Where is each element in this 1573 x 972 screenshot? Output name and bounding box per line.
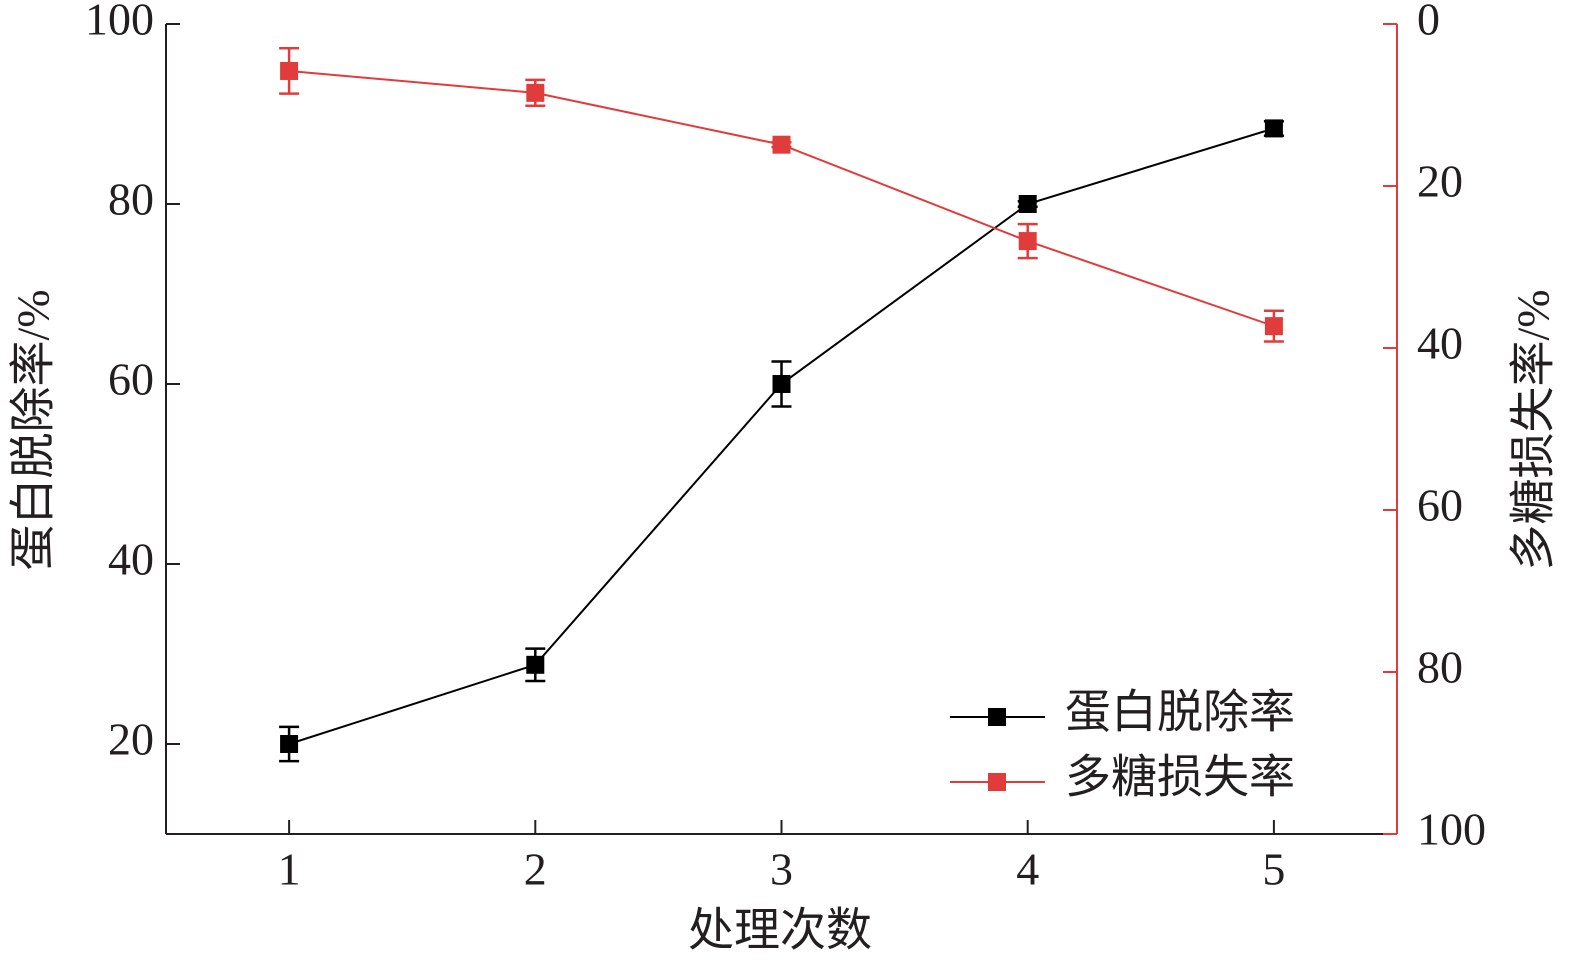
y2-tick-label: 60 <box>1417 480 1463 531</box>
marker <box>772 135 791 154</box>
y2-tick-label: 0 <box>1417 0 1440 45</box>
x-tick-label: 4 <box>1016 844 1039 895</box>
y-tick-label: 80 <box>108 174 154 225</box>
marker <box>1264 317 1283 336</box>
legend-label: 多糖损失率 <box>1065 752 1295 803</box>
legend-marker <box>988 773 1006 791</box>
y-tick-label: 60 <box>108 354 154 405</box>
y-tick-label: 100 <box>85 0 154 45</box>
y2-tick-label: 40 <box>1417 318 1463 369</box>
y2-tick-label: 20 <box>1417 156 1463 207</box>
legend-marker <box>988 708 1006 726</box>
series-line <box>288 127 1275 745</box>
y2-tick-label: 100 <box>1417 804 1486 855</box>
marker <box>772 375 791 393</box>
marker <box>526 655 545 674</box>
y2-axis-label: 多糖损失率/% <box>1508 289 1559 570</box>
marker <box>1264 119 1283 138</box>
y-tick-label: 40 <box>108 534 154 585</box>
marker <box>526 83 545 102</box>
x-tick-label: 2 <box>524 844 547 895</box>
x-tick-label: 3 <box>770 844 793 895</box>
series-line <box>289 69 1275 328</box>
marker <box>1018 232 1037 251</box>
x-tick-label: 5 <box>1262 844 1285 895</box>
x-axis-label: 处理次数 <box>688 905 872 956</box>
y-axis-label: 蛋白脱除率/% <box>8 289 59 570</box>
y2-tick-label: 80 <box>1417 642 1463 693</box>
marker <box>280 735 299 753</box>
y-tick-label: 20 <box>108 714 154 765</box>
marker <box>1018 195 1037 213</box>
x-tick-label: 1 <box>278 844 301 895</box>
marker <box>280 61 299 80</box>
legend-label: 蛋白脱除率 <box>1065 687 1295 738</box>
